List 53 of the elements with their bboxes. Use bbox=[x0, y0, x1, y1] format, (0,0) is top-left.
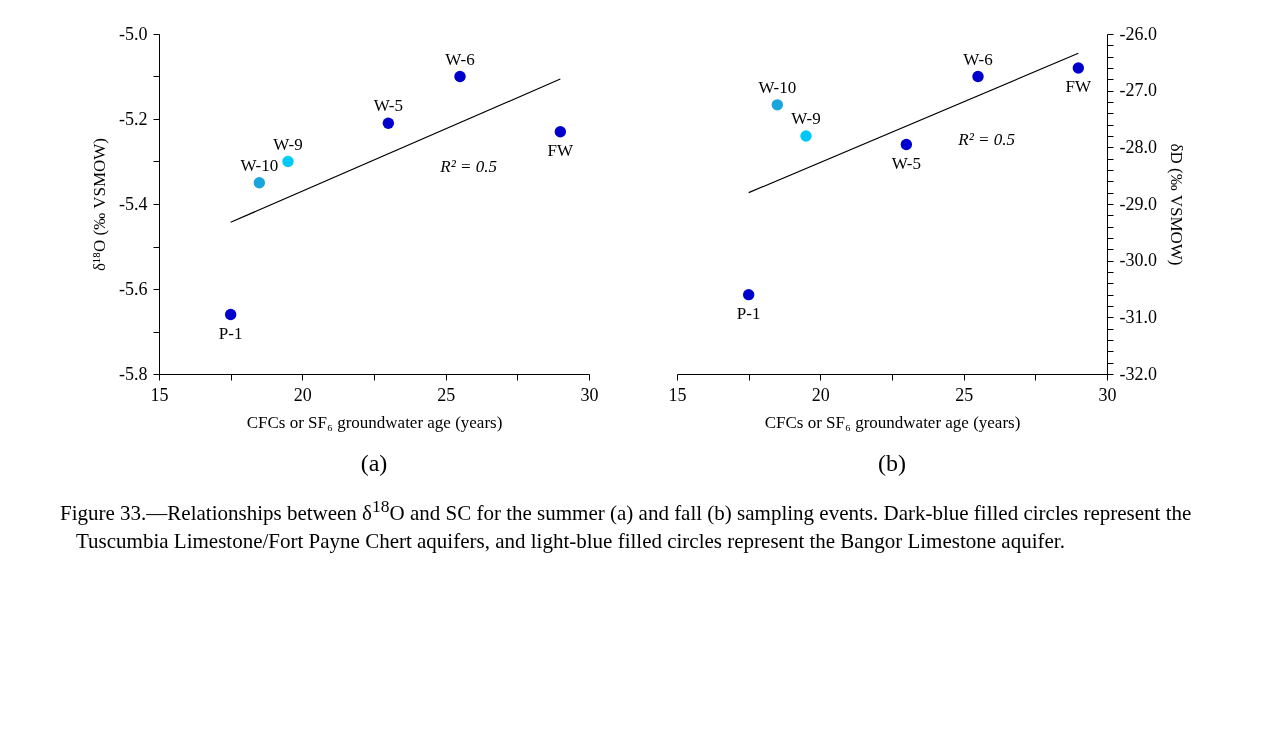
text: (a) bbox=[360, 450, 388, 476]
annotation: W-5 bbox=[373, 96, 403, 116]
point bbox=[382, 117, 395, 129]
point bbox=[742, 288, 755, 301]
point bbox=[972, 70, 984, 83]
annotation: P-1 bbox=[218, 323, 243, 343]
y-tick-label: -5.0 bbox=[119, 23, 148, 44]
x-tick-label: 25 bbox=[437, 384, 456, 405]
annotation: W-9 bbox=[791, 109, 821, 128]
y-tick-label: -5.6 bbox=[119, 278, 148, 299]
caption: Figure 33.—Relationships between δ$^{18}$O and SC for the summer (a) and fall (b) sampling events. Dark-blue filled circles represent the Tuscumbia Limestone/Fort Payne Chert aquifers, and light-blue filled circles represent the Bangor Limestone aquifer. bbox=[60, 495, 1193, 556]
annotation: R² = 0.5 bbox=[439, 156, 497, 176]
x-axis-title: CFCs or SF₆ groundwater age (years) bbox=[246, 412, 503, 432]
y-tick-label: -28.0 bbox=[1119, 136, 1157, 157]
y-tick-label: -31.0 bbox=[1119, 306, 1157, 327]
annotation: W-10 bbox=[240, 155, 279, 175]
y-tick-label: -5.8 bbox=[119, 363, 148, 384]
point bbox=[554, 126, 567, 138]
x-tick-label: 25 bbox=[955, 384, 974, 405]
x-tick-label: 30 bbox=[1098, 384, 1117, 405]
y-tick-label: -32.0 bbox=[1119, 363, 1157, 384]
x-tick-label: 15 bbox=[668, 384, 687, 405]
annotation: W-5 bbox=[891, 153, 921, 173]
point bbox=[900, 138, 913, 151]
annotation: W-6 bbox=[963, 49, 993, 69]
point bbox=[224, 308, 237, 321]
x-axis-title: CFCs or SF₆ groundwater age (years) bbox=[764, 412, 1021, 432]
x-tick-label: 15 bbox=[150, 384, 169, 405]
point bbox=[253, 177, 266, 189]
point bbox=[454, 70, 466, 83]
point bbox=[1072, 62, 1085, 74]
point bbox=[771, 99, 784, 111]
y-tick-label: -5.2 bbox=[119, 108, 148, 129]
annotation: R² = 0.5 bbox=[957, 130, 1015, 150]
y-tick-label: -30.0 bbox=[1119, 250, 1157, 271]
y-tick-label: -27.0 bbox=[1119, 80, 1157, 101]
y-axis-title: δ¹⁸O (‰ VSMOW) bbox=[90, 138, 110, 271]
y-tick-label: -26.0 bbox=[1119, 23, 1157, 44]
point bbox=[282, 155, 294, 168]
annotation: P-1 bbox=[736, 303, 761, 323]
annotation: W-9 bbox=[273, 134, 303, 154]
annotation: FW bbox=[547, 140, 575, 160]
text: (b) bbox=[878, 450, 906, 476]
y-axis-title: δD (‰ VSMOW) bbox=[1166, 143, 1186, 266]
x-tick-label: 20 bbox=[293, 384, 312, 405]
point bbox=[800, 130, 812, 142]
y-tick-label: -29.0 bbox=[1119, 193, 1157, 214]
x-tick-label: 30 bbox=[580, 384, 599, 405]
annotation: W-10 bbox=[758, 77, 797, 97]
annotation: W-6 bbox=[445, 49, 475, 69]
y-tick-label: -5.4 bbox=[119, 193, 148, 214]
x-tick-label: 20 bbox=[811, 384, 830, 405]
annotation: FW bbox=[1065, 77, 1093, 96]
